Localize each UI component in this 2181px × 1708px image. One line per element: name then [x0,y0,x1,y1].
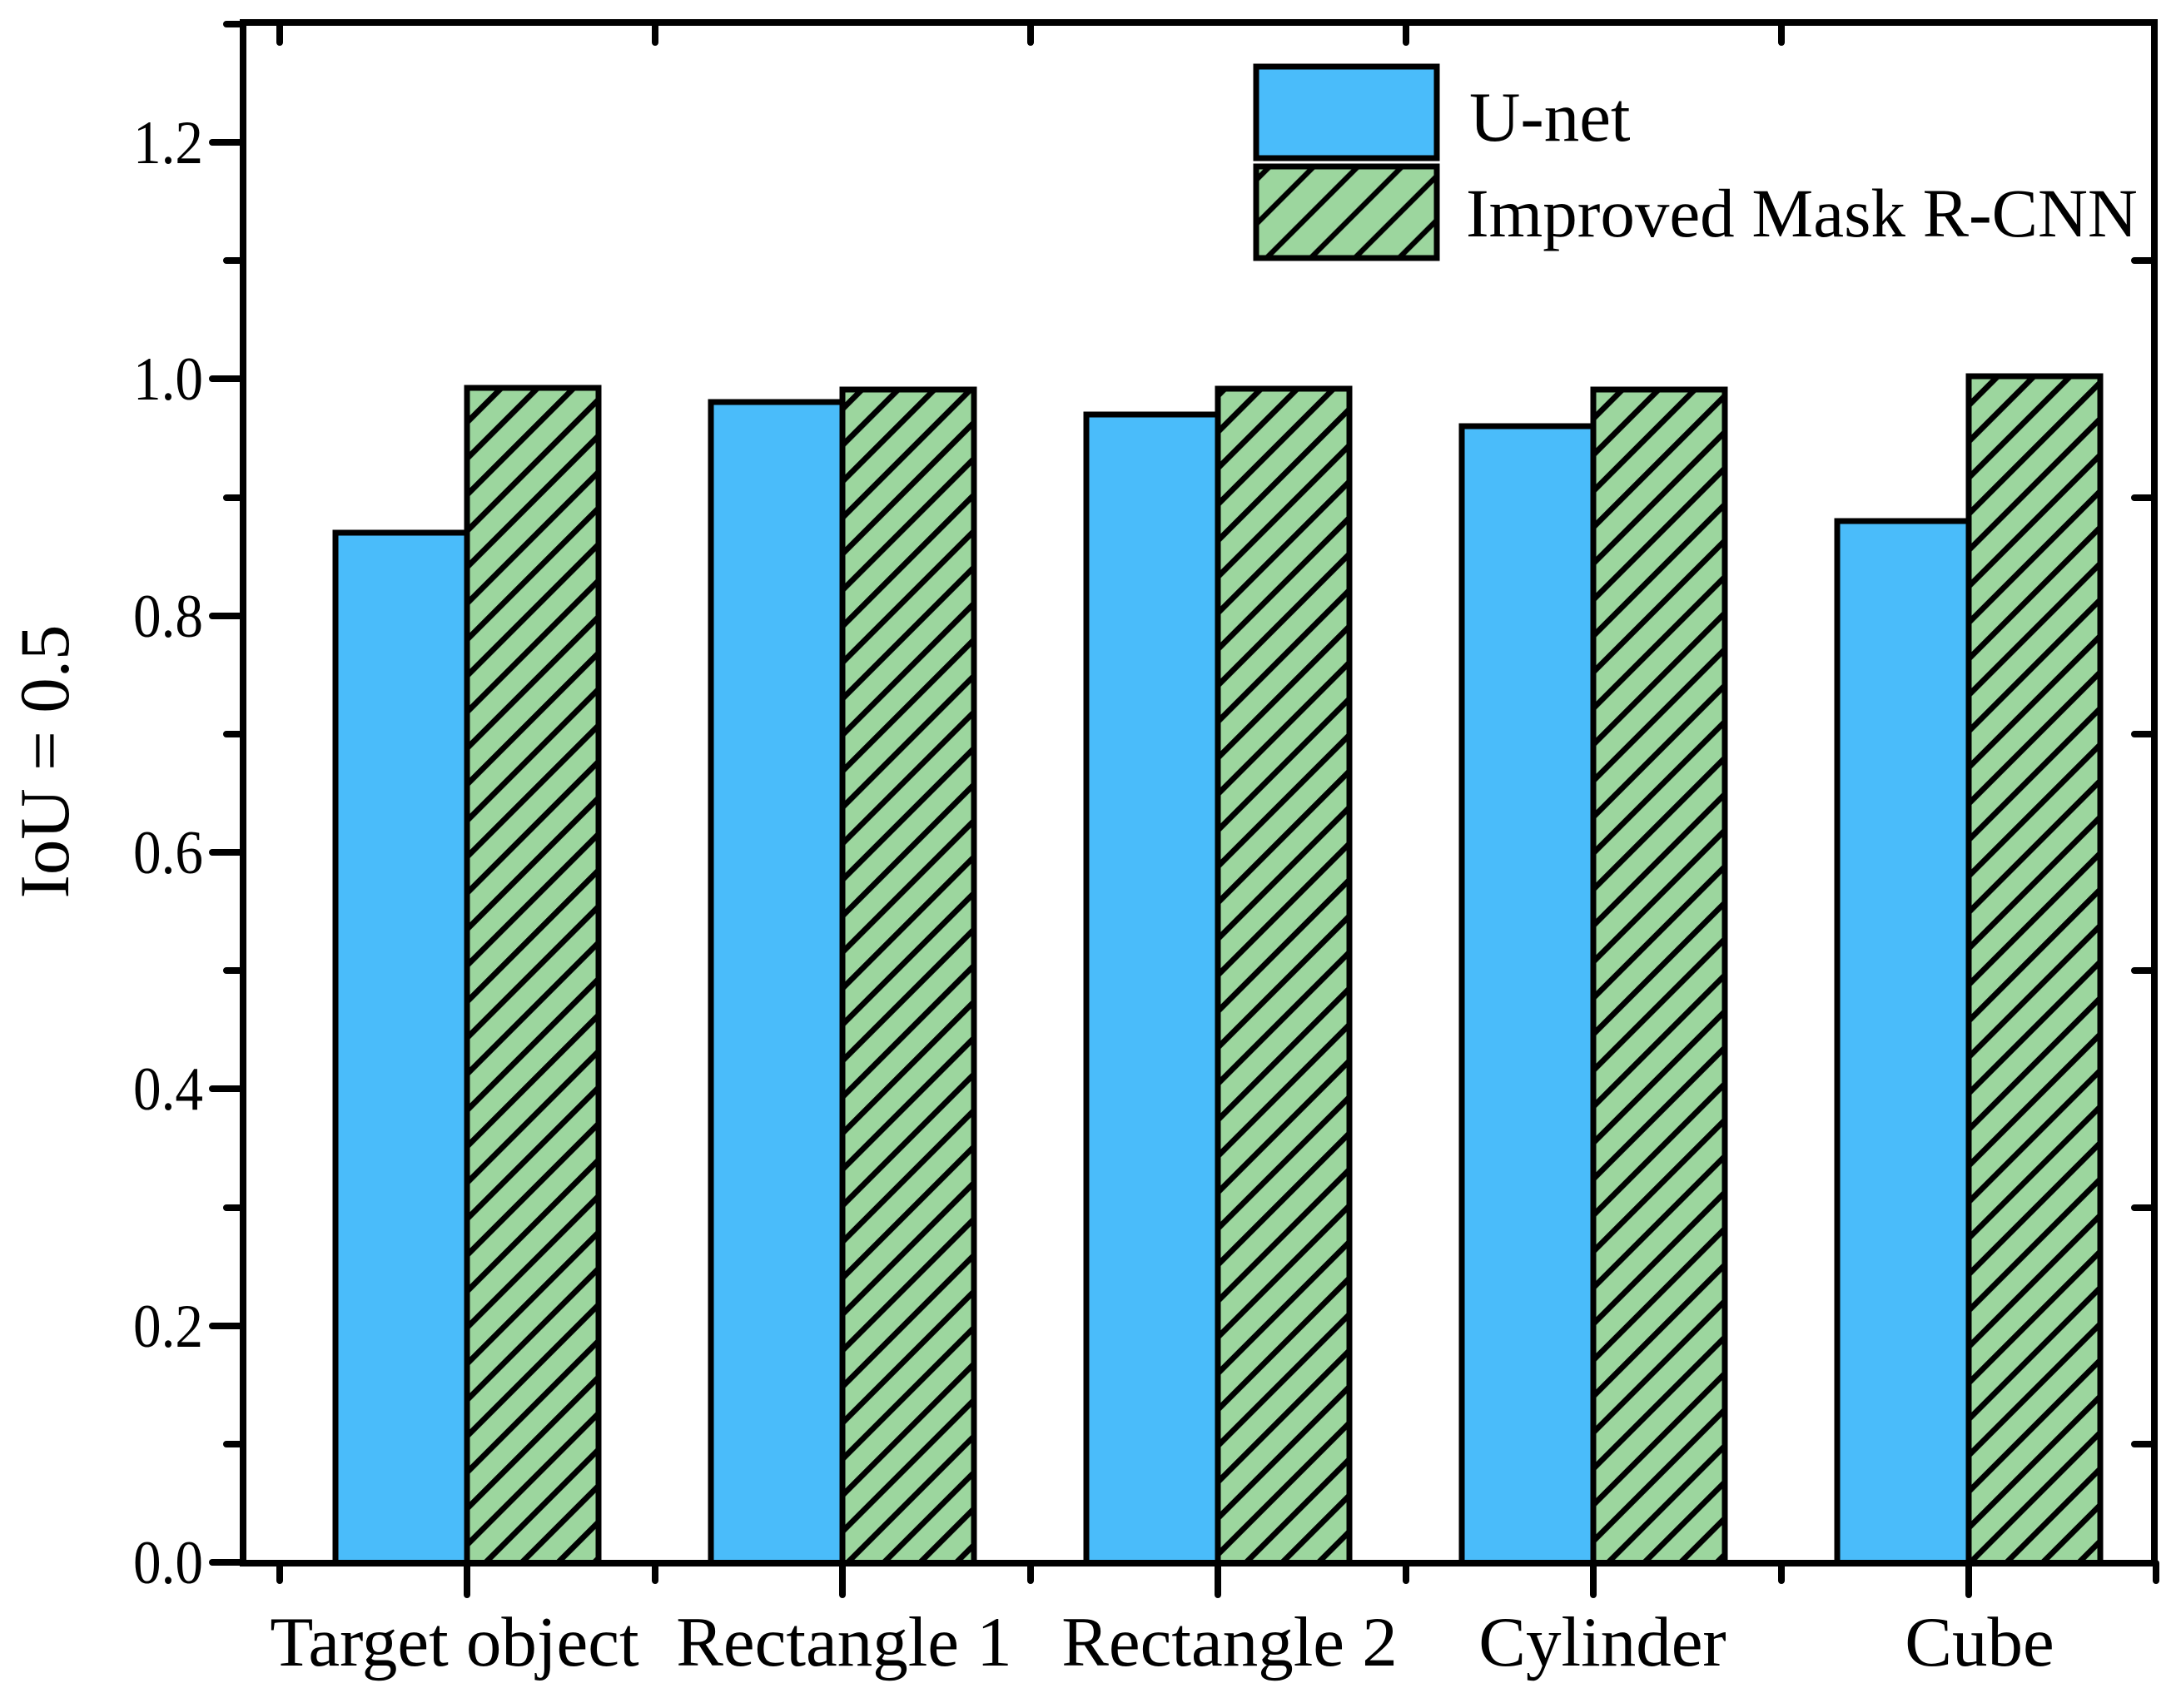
svg-text:0.6: 0.6 [133,819,203,887]
svg-text:0.0: 0.0 [133,1529,203,1597]
svg-text:Rectangle 1: Rectangle 1 [676,1603,1012,1681]
svg-text:1.0: 1.0 [133,345,203,414]
svg-text:Rectangle 2: Rectangle 2 [1061,1603,1398,1681]
svg-text:U-net: U-net [1469,78,1631,156]
svg-text:1.2: 1.2 [133,109,203,177]
svg-text:Cylinder: Cylinder [1478,1603,1726,1681]
svg-text:Target object: Target object [270,1603,639,1681]
svg-text:Cube: Cube [1905,1603,2054,1681]
svg-text:0.8: 0.8 [133,583,203,651]
svg-text:Improved Mask R-CNN: Improved Mask R-CNN [1466,175,2138,251]
svg-text:0.2: 0.2 [133,1293,203,1361]
svg-text:0.4: 0.4 [133,1055,203,1124]
svg-text:IoU = 0.5: IoU = 0.5 [6,625,84,899]
